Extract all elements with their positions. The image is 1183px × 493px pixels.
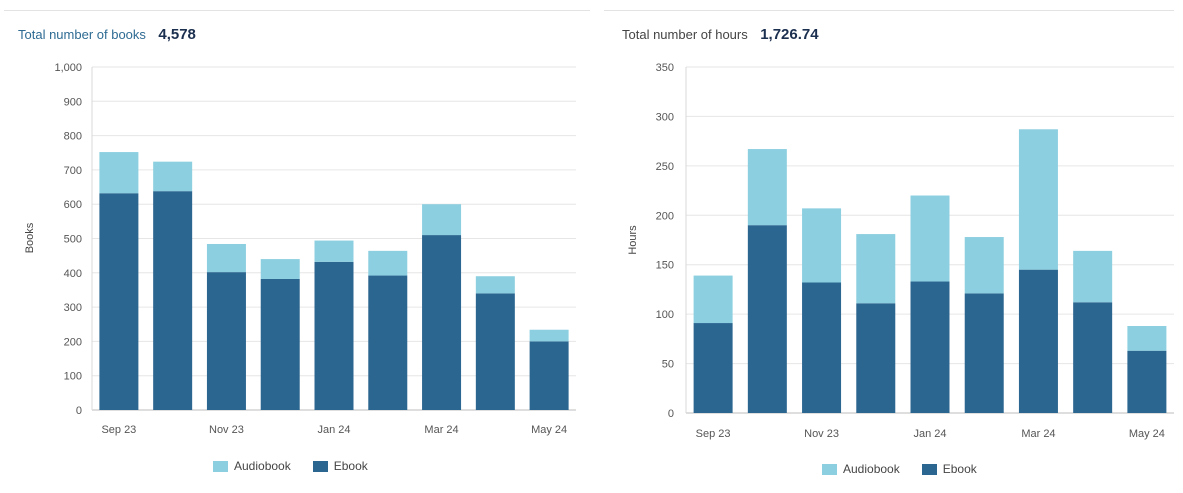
x-tick-label: Mar 24 <box>1021 428 1055 440</box>
x-tick-label: Jan 24 <box>913 428 946 440</box>
x-tick-label: Jan 24 <box>317 424 350 436</box>
y-tick-label: 250 <box>656 161 674 173</box>
books-chart: 0 100 200 300 400 500 600 700 800 900 1,000 Books Se… <box>24 62 576 436</box>
y-tick-label: 300 <box>656 111 674 123</box>
bar-ebook <box>206 272 246 410</box>
legend-label-audiobook: Audiobook <box>234 459 291 473</box>
legend-swatch-audiobook <box>213 460 228 472</box>
y-tick-label: 100 <box>656 309 674 321</box>
y-tick-label: 150 <box>656 260 674 272</box>
bar-audiobook <box>153 161 193 192</box>
bar-ebook <box>368 275 408 410</box>
divider <box>4 10 590 11</box>
legend-swatch-audiobook <box>822 463 837 475</box>
hours-y-axis-label: Hours <box>627 225 639 255</box>
y-tick-label: 400 <box>64 268 82 280</box>
y-tick-label: 900 <box>64 96 82 108</box>
x-tick-label: Sep 23 <box>696 428 731 440</box>
bar-ebook <box>422 235 462 410</box>
hours-panel: Total number of hours 1,726.74 0 50 100 150… <box>600 0 1183 493</box>
bar-ebook <box>964 293 1004 413</box>
y-tick-label: 800 <box>64 131 82 143</box>
legend-label-ebook: Ebook <box>942 462 977 476</box>
bar-ebook <box>1018 269 1058 413</box>
legend-label-ebook: Ebook <box>333 459 368 473</box>
y-tick-label: 100 <box>64 371 82 383</box>
bar-ebook <box>529 341 569 410</box>
bar-ebook <box>475 293 515 410</box>
y-tick-label: 200 <box>64 336 82 348</box>
x-tick-label: May 24 <box>1129 428 1165 440</box>
legend-swatch-ebook <box>312 460 328 472</box>
y-tick-label: 700 <box>64 165 82 177</box>
books-y-axis-label: Books <box>24 222 36 253</box>
y-tick-label: 1,000 <box>54 62 82 74</box>
bar-ebook <box>153 191 193 410</box>
x-tick-label: Nov 23 <box>209 424 244 436</box>
bar-ebook <box>747 225 787 413</box>
hours-chart: 0 50 100 150 200 250 300 350 Hours Sep 23 Nov 23 Ja… <box>627 62 1174 440</box>
books-legend: Audiobook Ebook <box>213 459 390 473</box>
bar-ebook <box>693 323 733 413</box>
y-tick-label: 300 <box>64 302 82 314</box>
bar-ebook <box>314 261 354 410</box>
bar-audiobook <box>99 152 139 194</box>
hours-legend: Audiobook Ebook <box>822 462 999 476</box>
divider <box>604 10 1174 11</box>
bar-audiobook <box>693 275 733 324</box>
x-tick-label: Nov 23 <box>804 428 839 440</box>
x-tick-label: May 24 <box>531 424 567 436</box>
bar-ebook <box>802 282 842 413</box>
bar-audiobook <box>1073 250 1113 303</box>
y-tick-label: 0 <box>668 408 674 420</box>
bar-audiobook <box>1018 129 1058 270</box>
legend-item-audiobook[interactable]: Audiobook <box>822 462 900 476</box>
hours-summary-value: 1,726.74 <box>760 26 819 43</box>
y-tick-label: 600 <box>64 199 82 211</box>
bar-audiobook <box>964 237 1004 294</box>
y-tick-label: 500 <box>64 234 82 246</box>
legend-swatch-ebook <box>921 463 937 475</box>
bar-ebook <box>1127 350 1167 413</box>
bar-audiobook <box>422 204 462 236</box>
legend-label-audiobook: Audiobook <box>843 462 900 476</box>
x-tick-label: Mar 24 <box>424 424 458 436</box>
x-tick-label: Sep 23 <box>101 424 136 436</box>
bar-audiobook <box>856 234 896 304</box>
y-tick-label: 0 <box>76 405 82 417</box>
bar-audiobook <box>475 276 515 294</box>
books-summary-label: Total number of books <box>18 27 146 42</box>
legend-item-ebook[interactable]: Ebook <box>921 462 977 476</box>
bar-audiobook <box>529 329 569 342</box>
y-tick-label: 350 <box>656 62 674 74</box>
bar-ebook <box>260 278 300 410</box>
bar-ebook <box>1073 302 1113 413</box>
bar-ebook <box>910 281 950 413</box>
bar-audiobook <box>802 208 842 283</box>
bar-audiobook <box>260 259 300 279</box>
bar-ebook <box>99 193 139 410</box>
hours-summary: Total number of hours 1,726.74 <box>622 26 819 44</box>
y-tick-label: 200 <box>656 210 674 222</box>
books-summary: Total number of books 4,578 <box>18 26 196 44</box>
hours-summary-label: Total number of hours <box>622 27 748 42</box>
books-summary-value: 4,578 <box>158 26 196 43</box>
bar-audiobook <box>747 149 787 226</box>
bar-ebook <box>856 303 896 413</box>
bar-audiobook <box>910 195 950 282</box>
y-tick-label: 50 <box>662 359 674 371</box>
books-panel: Total number of books 4,578 0 100 200 300 40… <box>0 0 590 493</box>
bar-audiobook <box>368 250 408 276</box>
legend-item-audiobook[interactable]: Audiobook <box>213 459 291 473</box>
bar-audiobook <box>314 240 354 262</box>
bar-audiobook <box>1127 326 1167 351</box>
bar-audiobook <box>206 243 246 273</box>
legend-item-ebook[interactable]: Ebook <box>312 459 368 473</box>
